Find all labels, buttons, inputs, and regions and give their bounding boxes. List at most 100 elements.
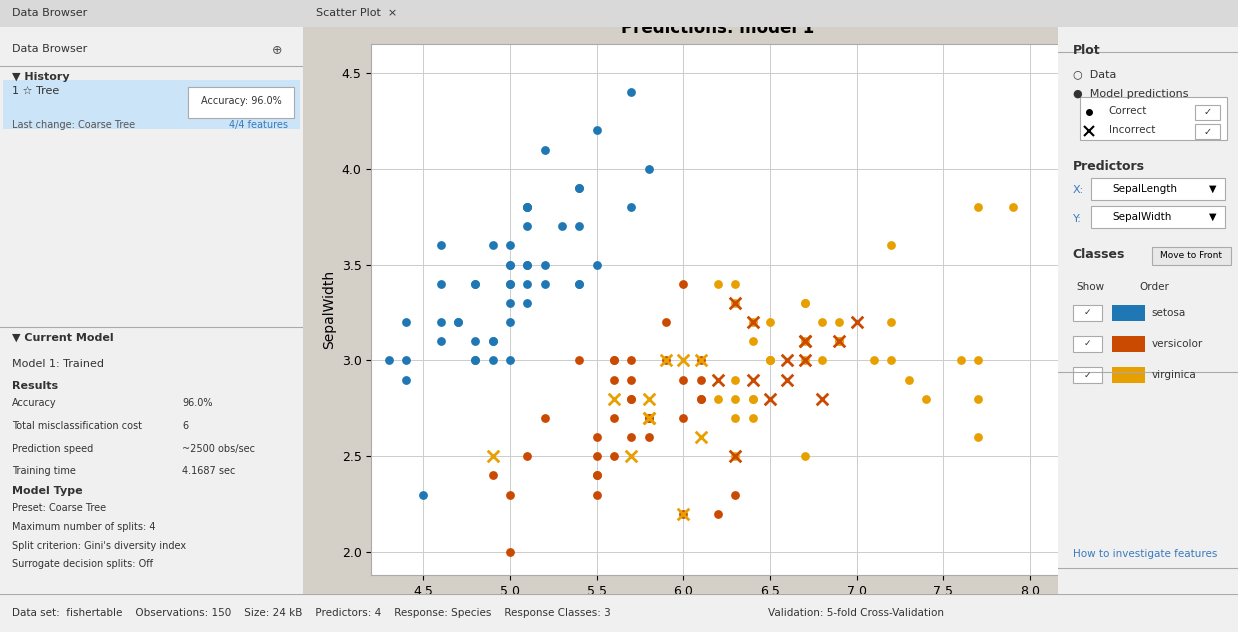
Point [517,202,537,212]
Point [656,355,676,365]
Point [881,317,901,327]
Point [795,355,815,365]
Point [517,221,537,231]
Point [673,509,693,519]
Point [517,260,537,270]
Point [465,279,485,289]
X-axis label: SepalLength: SepalLength [675,604,761,617]
Point [743,394,763,404]
Point [621,451,641,461]
Text: Data set:  fishertable    Observations: 150    Size: 24 kB    Predictors: 4    R: Data set: fishertable Observations: 150 … [12,608,612,618]
Point [587,125,607,135]
Point [673,413,693,423]
Point [795,451,815,461]
Point [621,355,641,365]
Point [725,451,745,461]
Text: SepalWidth: SepalWidth [1113,212,1171,222]
Point [777,375,797,385]
Text: Scatter Plot  ×: Scatter Plot × [316,8,397,18]
Text: Total misclassification cost: Total misclassification cost [12,421,142,431]
FancyBboxPatch shape [1195,105,1221,120]
Text: ▼: ▼ [1210,184,1217,194]
Point [465,336,485,346]
Text: Plot: Plot [1073,44,1101,57]
Point [725,298,745,308]
Point [725,490,745,500]
Y-axis label: SepalWidth: SepalWidth [322,270,337,349]
Point [517,202,537,212]
Point [639,164,659,174]
Point [725,394,745,404]
Text: Split criterion: Gini's diversity index: Split criterion: Gini's diversity index [12,541,186,550]
Point [795,336,815,346]
Point [569,183,589,193]
Point [691,394,711,404]
Point [951,355,971,365]
Point [465,279,485,289]
Text: Move to Front: Move to Front [1160,252,1222,260]
Text: Show: Show [1077,282,1104,292]
Point [743,317,763,327]
Point [587,260,607,270]
Point [639,413,659,423]
Point [431,317,451,327]
Point [639,413,659,423]
Point [500,317,520,327]
Point [431,336,451,346]
Point [500,490,520,500]
Text: ~2500 obs/sec: ~2500 obs/sec [182,444,255,454]
Point [500,260,520,270]
Point [691,394,711,404]
Point [517,260,537,270]
Point [483,470,503,480]
Point [829,317,849,327]
Point [396,355,416,365]
FancyBboxPatch shape [1091,207,1226,228]
Point [725,375,745,385]
Text: Prediction speed: Prediction speed [12,444,93,454]
Point [725,451,745,461]
Point [448,317,468,327]
Point [604,413,624,423]
Point [656,355,676,365]
Point [829,336,849,346]
FancyBboxPatch shape [1113,367,1145,383]
Text: Last change: Coarse Tree: Last change: Coarse Tree [12,120,135,130]
Point [465,355,485,365]
FancyBboxPatch shape [1151,246,1231,265]
Point [569,221,589,231]
Text: ✓: ✓ [1083,370,1091,379]
Point [604,451,624,461]
Point [847,317,867,327]
Text: ●  Model predictions: ● Model predictions [1073,89,1188,99]
Text: virginica: virginica [1151,370,1197,380]
Point [1003,202,1023,212]
FancyBboxPatch shape [1113,305,1145,320]
Point [621,202,641,212]
Point [691,355,711,365]
Point [639,432,659,442]
Text: 4.1687 sec: 4.1687 sec [182,466,235,477]
Text: Preset: Coarse Tree: Preset: Coarse Tree [12,503,106,513]
Point [517,298,537,308]
Point [500,298,520,308]
Text: ▼ History: ▼ History [12,72,69,82]
Point [777,355,797,365]
Text: setosa: setosa [1151,308,1186,318]
FancyBboxPatch shape [188,87,295,118]
Point [604,355,624,365]
Point [587,451,607,461]
Point [500,279,520,289]
Text: Correct: Correct [1109,106,1148,116]
Text: Y:: Y: [1073,214,1082,224]
Point [881,240,901,250]
Point [535,413,555,423]
Point [864,355,884,365]
Point [795,298,815,308]
Point [569,279,589,289]
Point [760,394,780,404]
Point [569,279,589,289]
Point [569,183,589,193]
Text: How to investigate features: How to investigate features [1073,549,1217,559]
Text: ✓: ✓ [1083,339,1091,348]
